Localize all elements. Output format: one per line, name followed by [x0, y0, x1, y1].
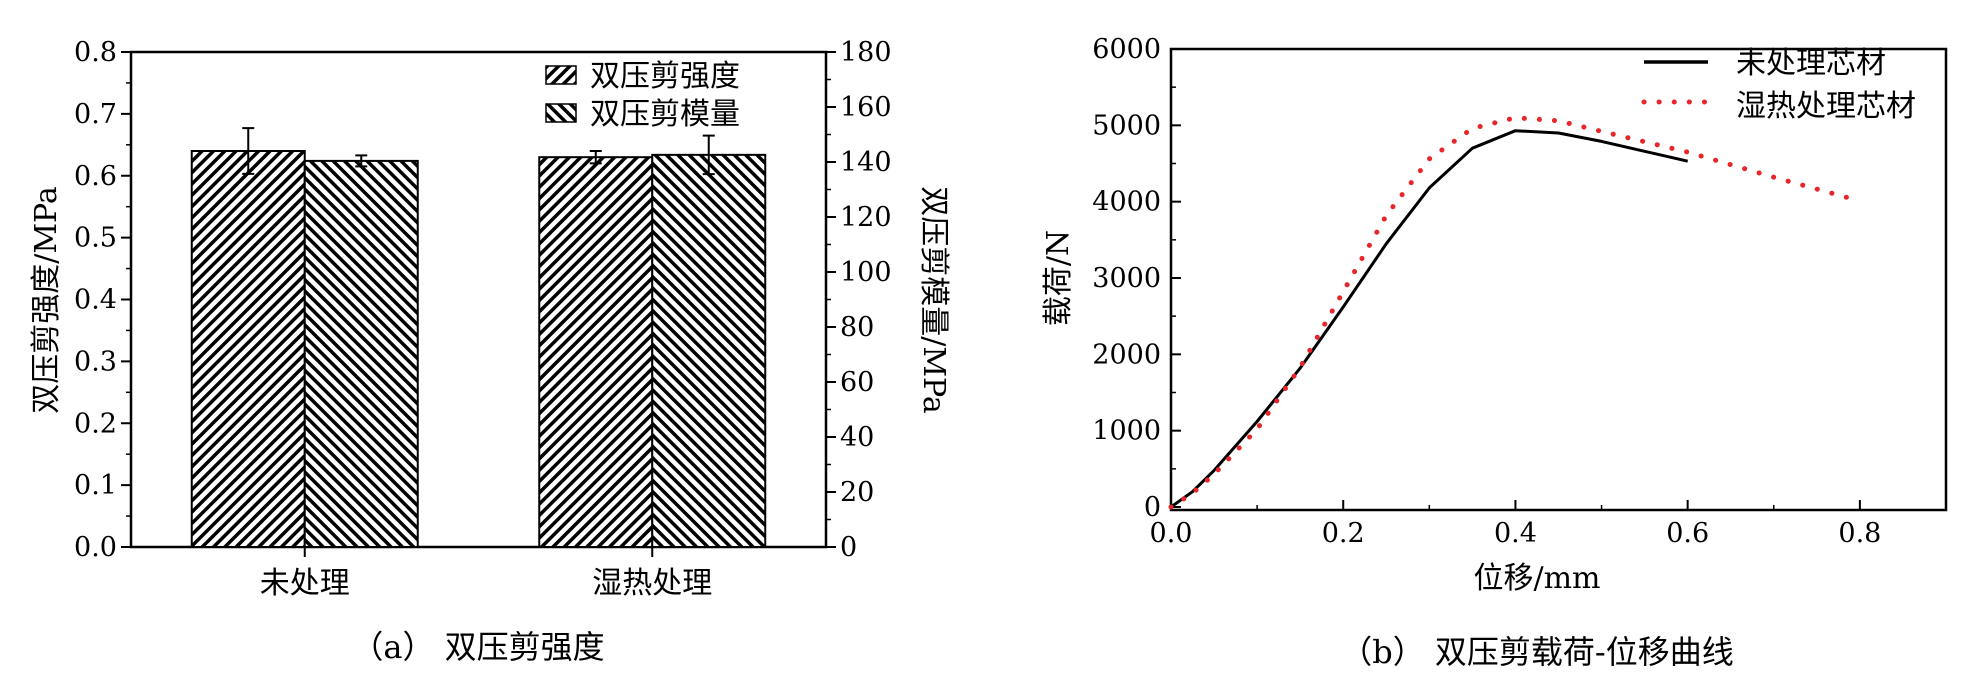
right-y-axis: 0 20 40 60 80 100 120 140 160 180	[826, 37, 892, 563]
legend-label-modulus: 双压剪模量	[590, 97, 740, 132]
panel-a-bar-chart: 0.0 0.1 0.2 0.3 0.4 0.5 0.6 0.7 0.8 0 20 40 60 80 100…	[29, 37, 951, 666]
right-y-axis-title: 双压剪模量/MPa	[916, 186, 951, 414]
bars	[190, 150, 767, 548]
legend-label-strength: 双压剪强度	[590, 59, 740, 94]
error-bars	[242, 127, 715, 176]
caption-a: （a） 双压剪强度	[351, 628, 604, 666]
y-tick-label: 5000	[1092, 110, 1161, 141]
left-y-tick-label: 0.6	[74, 161, 117, 192]
y-tick-label: 2000	[1092, 339, 1161, 370]
right-y-tick-label: 0	[840, 532, 857, 563]
bar-modulus	[303, 159, 419, 548]
legend-label-treated: 湿热处理芯材	[1736, 89, 1916, 124]
right-y-tick-label: 120	[840, 202, 892, 233]
legend-swatch-strength	[545, 65, 577, 85]
right-y-tick-label: 180	[840, 37, 892, 68]
left-y-tick-label: 0.4	[74, 285, 117, 316]
left-y-tick-label: 0.3	[74, 346, 117, 377]
x-tick-label: 0.8	[1838, 518, 1881, 549]
y-axis: 0 1000 2000 3000 4000 5000 6000	[1092, 34, 1181, 523]
x-tick-label: 0.4	[1494, 518, 1537, 549]
legend-label-untreated: 未处理芯材	[1736, 46, 1886, 81]
left-y-tick-label: 0.2	[74, 408, 117, 439]
legend-swatch-modulus	[545, 103, 577, 123]
x-axis-title: 位移/mm	[1473, 561, 1600, 596]
right-y-tick-label: 20	[840, 477, 874, 508]
plot-frame-b	[1169, 47, 1948, 512]
x-axis-categories: 未处理 湿热处理	[260, 547, 712, 601]
y-tick-label: 6000	[1092, 34, 1161, 65]
bar-strength	[538, 156, 654, 548]
left-y-tick-label: 0.0	[74, 532, 117, 563]
caption-b: （b） 双压剪载荷-位移曲线	[1340, 633, 1733, 671]
left-y-axis: 0.0 0.1 0.2 0.3 0.4 0.5 0.6 0.7 0.8	[74, 37, 131, 563]
legend-b: 未处理芯材 湿热处理芯材	[1641, 46, 1916, 124]
x-tick-label: 0.0	[1150, 518, 1193, 549]
left-y-tick-label: 0.7	[74, 99, 117, 130]
y-tick-label: 0	[1144, 492, 1161, 523]
left-y-axis-title: 双压剪强度/MPa	[29, 186, 64, 414]
x-category-label: 未处理	[260, 566, 350, 601]
y-axis-title: 载荷/N	[1041, 230, 1076, 326]
x-tick-label: 0.6	[1666, 518, 1709, 549]
left-y-tick-label: 0.8	[74, 37, 117, 68]
bar-strength	[190, 150, 306, 548]
y-tick-label: 1000	[1092, 416, 1161, 447]
right-y-tick-label: 160	[840, 92, 892, 123]
x-category-label: 湿热处理	[592, 566, 712, 601]
y-tick-label: 3000	[1092, 263, 1161, 294]
series-line-treated	[1168, 115, 1854, 510]
right-y-tick-label: 140	[840, 147, 892, 178]
x-tick-label: 0.2	[1322, 518, 1365, 549]
right-y-tick-label: 80	[840, 312, 874, 343]
series-line-untreated	[1170, 129, 1689, 509]
right-y-tick-label: 100	[840, 257, 892, 288]
x-axis: 0.0 0.2 0.4 0.6 0.8	[1150, 500, 1947, 549]
left-y-tick-label: 0.5	[74, 223, 117, 254]
right-y-tick-label: 40	[840, 422, 874, 453]
series-lines	[1168, 115, 1854, 510]
right-y-tick-label: 60	[840, 367, 874, 398]
legend-a: 双压剪强度 双压剪模量	[545, 59, 740, 132]
y-tick-label: 4000	[1092, 187, 1161, 218]
left-y-tick-label: 0.1	[74, 470, 117, 501]
bar-modulus	[651, 153, 767, 548]
